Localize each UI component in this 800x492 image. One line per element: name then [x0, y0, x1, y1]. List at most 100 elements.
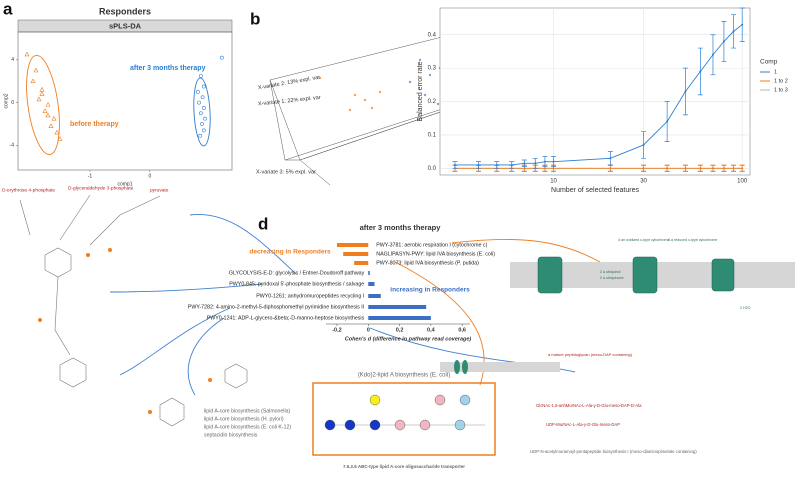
x-tick-label: 0,2	[396, 327, 404, 333]
membrane-label: 2 a ubiquinol	[600, 270, 621, 274]
y-tick-label: 0	[11, 100, 14, 106]
point	[666, 167, 669, 170]
pathway-label: lipid A-core biosynthesis (Salmonella)	[204, 408, 290, 414]
point	[39, 86, 45, 92]
x-tick-label: -0,2	[332, 327, 341, 333]
point	[200, 95, 205, 100]
legend-label: 1 to 2	[774, 78, 788, 84]
point	[510, 163, 513, 166]
axis-label: X-variate 2: 13% expl. var	[258, 75, 321, 92]
category-label: PWY0-1261: anhydromuropeptides recycling…	[256, 293, 364, 299]
membrane-label: 4 a reduced c-type cytochrome	[668, 238, 717, 242]
point	[33, 67, 39, 73]
point	[48, 123, 54, 128]
metabolite: UDP-MurNAc-L-Ala-γ-D-Glu-meso-DAP	[546, 422, 620, 427]
point	[219, 55, 224, 60]
confidence-ellipse	[193, 77, 211, 147]
point	[195, 90, 200, 94]
point	[42, 108, 48, 113]
annotation: decreasing in Responders	[249, 249, 331, 256]
point	[609, 157, 612, 160]
point	[198, 73, 203, 78]
x-tick-label: 0,4	[427, 327, 436, 333]
axis-label: X-variate 1: 22% expl. var	[258, 95, 321, 108]
panel-letter: a	[3, 0, 13, 18]
point	[51, 115, 57, 121]
point	[722, 167, 725, 170]
point	[198, 111, 203, 116]
metabolite: a mature peptidoglycan (meso-DAP contain…	[548, 352, 633, 357]
bar	[368, 282, 375, 286]
point	[203, 116, 207, 121]
y-tick-label: 4	[11, 57, 14, 63]
point	[198, 133, 203, 138]
x-axis-label: Cohen's d (difference in pathway read co…	[345, 336, 472, 342]
enzyme-label: 7.5.2.6 ABC-type lipid A-core oligosacch…	[343, 464, 465, 469]
category-label: PWY-3781: aerobic respiration I (cytochr…	[376, 242, 487, 248]
point	[711, 53, 714, 56]
point	[666, 120, 669, 123]
x-tick-label: 30	[640, 179, 647, 185]
point	[543, 160, 546, 163]
molecule-atom	[38, 248, 212, 414]
bar	[368, 271, 370, 275]
point	[201, 106, 206, 110]
pathway-nodes	[324, 394, 471, 431]
point	[200, 122, 204, 126]
x-tick-label: -1	[88, 173, 93, 179]
y-tick-label: 0.2	[428, 99, 437, 105]
y-tick-label: 0.3	[428, 66, 437, 72]
strip-label: sPLS-DA	[109, 21, 142, 30]
point	[609, 167, 612, 170]
category-label: NAGLIPASYN-PWY: lipid IVA biosynthesis (…	[376, 251, 495, 257]
category-label: PWY-7282: 4-amino-2-methyl-5-diphosphome…	[188, 304, 364, 310]
point	[24, 51, 30, 57]
point	[477, 163, 480, 166]
membrane-protein	[454, 360, 468, 374]
panel-letter: d	[258, 214, 268, 233]
series-label: before therapy	[70, 121, 119, 128]
point	[36, 96, 42, 102]
point	[699, 167, 702, 170]
point	[711, 167, 714, 170]
bar	[368, 305, 427, 309]
x-tick-label: 0,6	[458, 327, 466, 333]
point-cloud	[318, 76, 382, 112]
bar	[368, 294, 381, 298]
point	[57, 136, 63, 141]
x-axis-label: Number of selected features	[551, 187, 639, 194]
pathway-label: (Kdo)2-lipid A biosynthesis (E. coli)	[358, 373, 450, 379]
panel-letter: b	[250, 9, 260, 28]
point	[45, 101, 51, 107]
point	[684, 167, 687, 170]
membrane-label: 2 a ubiquinone	[600, 276, 624, 280]
legend-label: 1 to 3	[774, 87, 788, 93]
point	[495, 163, 498, 166]
molecule-sketch	[19, 194, 248, 427]
bar	[354, 261, 369, 265]
x-tick-label: 100	[737, 179, 748, 185]
point	[39, 91, 45, 96]
pathway-box	[312, 382, 496, 456]
legend-label: 1	[774, 69, 777, 75]
point	[642, 143, 645, 146]
bar	[336, 243, 369, 247]
point	[453, 163, 456, 166]
point	[552, 167, 555, 170]
point	[684, 90, 687, 93]
membrane-label: 2 H2O	[740, 306, 751, 310]
point	[197, 100, 201, 105]
point	[722, 40, 725, 43]
point	[543, 167, 546, 170]
category-label: PWY-8073: lipid IVA biosynthesis (P. put…	[376, 260, 479, 266]
y-axis-label: comp2	[3, 93, 9, 108]
metabolite: GlcNAc-1,6-anhMurNAc-L-Ala-γ-D-Glu-meso-…	[536, 403, 642, 408]
pathway-label: lipid A-core biosynthesis (H. pylori)	[204, 416, 284, 422]
x-axis-label: comp1	[117, 181, 132, 187]
point	[523, 167, 526, 170]
metabolite: D-erythrose 4-phosphate	[2, 187, 55, 193]
point	[534, 162, 537, 165]
category-label: GLYCOLYSIS-E-D: glycolysis / Entner-Doud…	[229, 270, 365, 276]
y-tick-label: -4	[10, 143, 15, 149]
metabolite: pyruvate	[150, 187, 169, 193]
